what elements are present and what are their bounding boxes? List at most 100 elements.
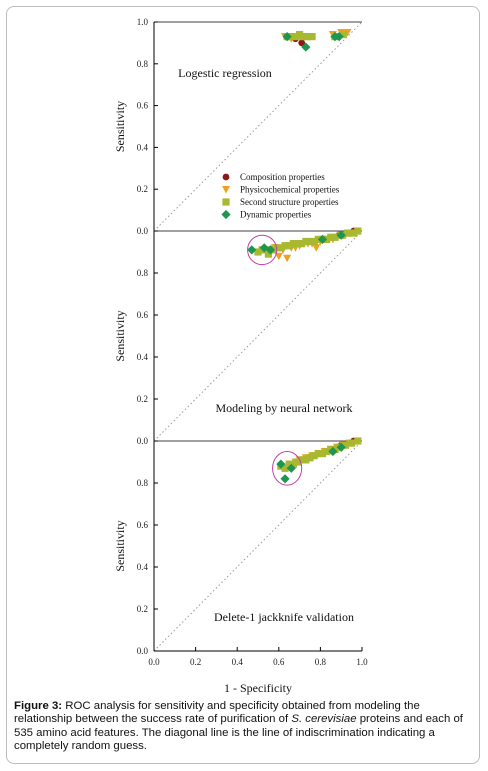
legend-label: Dynamic properties (240, 210, 312, 220)
data-point (293, 240, 302, 248)
legend-label: Composition properties (240, 172, 325, 182)
y-tick-label: 0.0 (137, 646, 149, 656)
panel-title: Modeling by neural network (216, 401, 353, 415)
data-point (265, 245, 276, 255)
x-tick-label: 0.6 (273, 657, 285, 667)
data-point (280, 474, 290, 484)
data-point (312, 244, 321, 252)
data-point (296, 30, 304, 39)
data-point (301, 42, 311, 52)
data-point (304, 33, 312, 41)
data-point (302, 456, 310, 464)
caption-label: Figure 3: (14, 700, 63, 712)
data-point (277, 244, 285, 252)
data-point (254, 248, 262, 256)
data-point (318, 450, 327, 458)
data-point (286, 463, 296, 473)
data-point (310, 237, 318, 246)
data-point (302, 237, 310, 246)
y-tick-label: 0.4 (137, 562, 149, 572)
data-point (274, 252, 283, 261)
panel-title: Logestic regression (178, 66, 272, 80)
figure-frame (6, 6, 480, 764)
data-point (264, 250, 272, 258)
y-tick-label: 0.2 (137, 184, 148, 194)
data-point (336, 442, 346, 452)
data-point (331, 233, 339, 241)
panel-title: Delete-1 jackknife validation (214, 610, 354, 624)
data-point (298, 456, 306, 464)
y-axis-label: Sensitivity (113, 101, 127, 152)
diagonal-line (153, 440, 363, 652)
data-point (348, 439, 356, 447)
y-tick-label: 0.0 (137, 436, 149, 446)
legend-label: Physicochemical properties (240, 185, 340, 195)
legend-marker (222, 186, 230, 194)
legend-marker (222, 198, 230, 206)
data-point (293, 458, 302, 466)
highlight-circle (247, 234, 278, 266)
data-point (247, 245, 257, 255)
data-point (289, 460, 297, 468)
legend-marker (221, 209, 231, 220)
data-point (310, 452, 318, 460)
y-axis-label: Sensitivity (113, 520, 127, 571)
y-axis-label: Sensitivity (113, 310, 127, 361)
x-axis-label: 1 - Specificity (224, 681, 292, 695)
data-point (341, 441, 349, 449)
legend-label: Second structure properties (240, 197, 339, 207)
legend-marker (222, 173, 230, 181)
x-tick-label: 0.2 (190, 657, 201, 667)
data-point (300, 33, 308, 41)
data-point (291, 33, 300, 41)
data-point (317, 234, 328, 244)
y-tick-label: 0.2 (137, 394, 148, 404)
caption-text-after: proteins and each of 535 amino acid feat… (14, 713, 463, 752)
data-point (354, 227, 362, 235)
data-point (298, 39, 306, 47)
x-tick-label: 0.4 (232, 657, 244, 667)
figure-caption: Figure 3: ROC analysis for sensitivity a… (14, 700, 476, 753)
data-point (336, 230, 346, 240)
data-point (354, 437, 362, 445)
data-point (306, 237, 314, 246)
data-point (334, 32, 344, 42)
data-point (314, 450, 322, 458)
caption-text-before: ROC analysis for sensitivity and specifi… (14, 700, 420, 726)
y-tick-label: 0.6 (137, 310, 149, 320)
diagonal-line (153, 230, 363, 442)
data-point (327, 233, 335, 241)
data-point (281, 464, 289, 472)
highlight-circle (272, 451, 303, 486)
y-tick-label: 0.6 (137, 520, 149, 530)
x-tick-label: 0.0 (148, 657, 160, 667)
y-tick-label: 0.8 (137, 478, 149, 488)
data-point (282, 32, 292, 42)
data-point (281, 242, 289, 250)
data-point (285, 460, 293, 468)
x-tick-label: 1.0 (356, 657, 368, 667)
data-point (308, 33, 316, 41)
data-point (289, 240, 297, 248)
data-point (350, 229, 358, 237)
data-point (343, 28, 352, 37)
y-tick-label: 1.0 (137, 17, 149, 27)
diagonal-line (153, 21, 363, 232)
data-point (339, 30, 347, 39)
x-tick-label: 0.8 (315, 657, 327, 667)
y-tick-label: 0.2 (137, 604, 148, 614)
y-tick-label: 0.8 (137, 59, 149, 69)
roc-figure: 0.0 0.2 0.4 0.6 0.8 1.0 Sensitivity Logestic re… (113, 17, 368, 695)
data-point (283, 254, 292, 263)
data-point (343, 229, 352, 237)
y-tick-label: 0.6 (137, 101, 149, 111)
y-tick-label: 0.4 (137, 352, 149, 362)
data-point (259, 243, 269, 253)
y-tick-label: 0.8 (137, 268, 149, 278)
data-point (323, 447, 331, 456)
data-point (298, 240, 306, 248)
y-tick-label: 0.0 (137, 226, 149, 236)
data-point (328, 446, 338, 457)
data-point (276, 459, 286, 469)
data-point (285, 242, 293, 250)
